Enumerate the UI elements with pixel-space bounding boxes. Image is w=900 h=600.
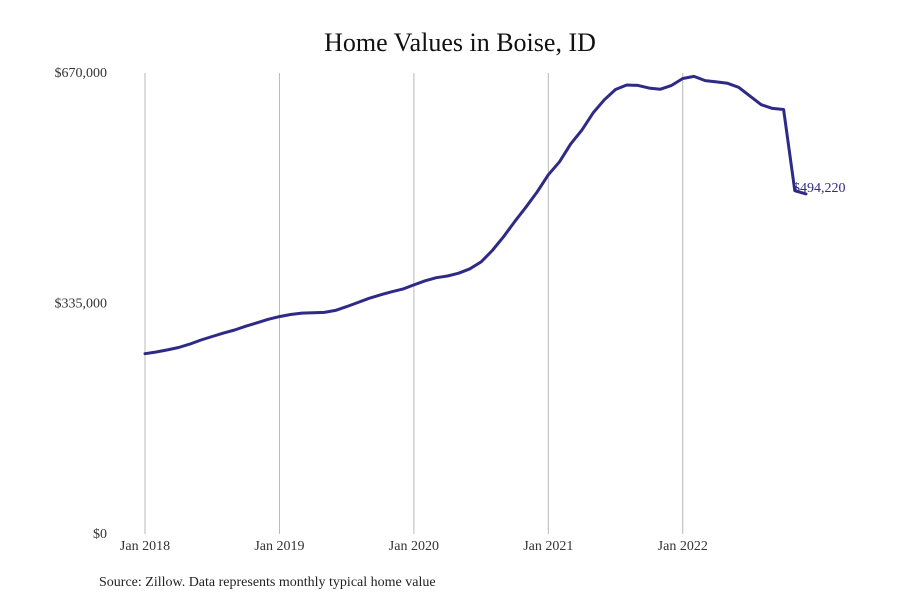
gridlines — [144, 73, 684, 534]
y-axis-ticks: $670,000 $335,000 $0 — [55, 66, 108, 542]
x-tick-label: Jan 2021 — [523, 539, 573, 554]
end-value-label: $494,220 — [793, 181, 846, 196]
x-tick-label: Jan 2019 — [254, 539, 304, 554]
x-tick-label: Jan 2018 — [120, 539, 170, 554]
x-axis-ticks: Jan 2018 Jan 2019 Jan 2020 Jan 2021 Jan 2022 — [120, 539, 708, 554]
y-tick-label: $0 — [93, 527, 107, 542]
x-tick-label: Jan 2020 — [389, 539, 439, 554]
y-tick-label: $670,000 — [55, 66, 108, 81]
series-line-home-value — [143, 74, 808, 356]
chart-title: Home Values in Boise, ID — [324, 28, 596, 57]
source-note: Source: Zillow. Data represents monthly … — [99, 575, 436, 590]
x-tick-label: Jan 2022 — [658, 539, 708, 554]
y-tick-label: $335,000 — [55, 297, 108, 312]
